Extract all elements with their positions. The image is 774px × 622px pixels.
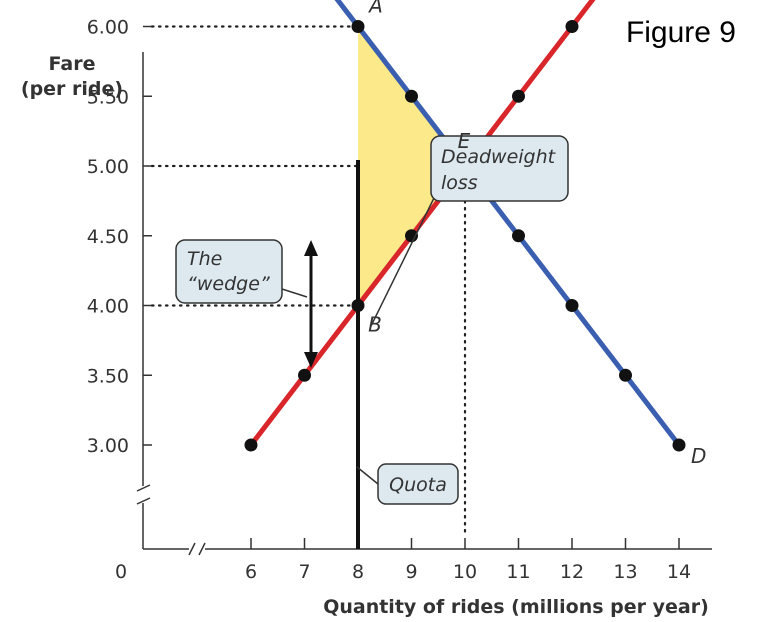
x-tick-label: 9 — [405, 561, 417, 583]
deadweight-loss-text-line-2: loss — [441, 172, 478, 194]
y-tick-label: 5.00 — [87, 156, 129, 178]
point-label-a: A — [367, 0, 383, 18]
deadweight-loss-text-line-1: Deadweight — [441, 146, 557, 168]
y-ticks: 3.003.504.004.505.005.506.006.50$7.00 — [87, 17, 152, 457]
demand-curve-label: D — [691, 444, 706, 468]
y-axis-title-line-1: Fare — [49, 53, 96, 75]
y-tick-label: 6.00 — [87, 17, 129, 39]
wedge-pointer — [281, 288, 308, 298]
supply-data-point — [512, 89, 525, 103]
deadweight-loss-layer — [358, 26, 465, 306]
demand-data-point — [672, 438, 686, 452]
demand-data-point — [619, 368, 632, 382]
deadweight-loss-triangle — [358, 26, 465, 306]
quota-text: Quota — [389, 474, 447, 496]
y-axis-title-line-2: (per ride) — [21, 78, 123, 100]
x-axis-title: Quantity of rides (millions per year) — [323, 596, 709, 618]
wedge-arrow-head-down — [304, 352, 318, 368]
supply-data-point — [405, 229, 418, 243]
deadweight-loss-pointer — [370, 197, 435, 327]
demand-data-point — [512, 229, 525, 243]
wedge-text-line-2: “wedge” — [187, 273, 270, 295]
x-axis-break-mark-1 — [188, 542, 196, 556]
supply-data-point — [351, 299, 365, 312]
x-tick-label: 13 — [613, 561, 637, 583]
figure-title: Figure 9 — [626, 16, 736, 49]
deadweight-loss-box — [430, 135, 569, 202]
x-tick-label: 10 — [453, 561, 477, 583]
quota-box — [377, 463, 459, 505]
y-tick-label: 3.50 — [87, 365, 129, 387]
x-ticks: 6 7 8 9 10 11 12 13 14 — [245, 538, 691, 583]
x-tick-label: 11 — [506, 561, 530, 583]
quota-pointer — [356, 466, 379, 485]
x-axis-break-mark-2 — [198, 542, 206, 556]
deadweight-loss-callout: Deadweight loss — [370, 135, 569, 327]
wedge-arrow-head-up — [304, 240, 318, 256]
wedge-text-line-1: The — [187, 248, 222, 270]
point-label-e: E — [458, 129, 471, 153]
point-label-b: B — [368, 313, 382, 337]
y-tick-label: 4.00 — [87, 296, 129, 318]
wedge-callout: The “wedge” — [175, 239, 308, 304]
x-tick-label: 8 — [352, 561, 364, 583]
point-labels: SDABE — [367, 0, 706, 468]
x-tick-label: 7 — [298, 561, 310, 583]
y-tick-label: 3.00 — [87, 435, 129, 457]
y-tick-label: 4.50 — [87, 226, 129, 248]
x-tick-label: 12 — [560, 561, 584, 583]
wedge-arrow — [304, 240, 318, 368]
demand-data-point — [351, 20, 365, 33]
x-tick-label: 6 — [245, 561, 257, 583]
x-tick-label: 14 — [667, 561, 691, 583]
supply-data-point — [244, 438, 258, 452]
demand-data-point — [565, 299, 579, 312]
quota-callout: Quota — [356, 463, 459, 505]
y-tick-label: 5.50 — [87, 86, 129, 108]
wedge-box — [175, 239, 283, 304]
x-origin-label: 0 — [115, 561, 127, 583]
y-axis-break-mark-2 — [136, 497, 151, 505]
y-axis-break-mark-1 — [136, 484, 151, 492]
demand-data-point — [405, 89, 418, 103]
supply-data-point — [298, 368, 311, 382]
supply-data-point — [565, 20, 579, 33]
